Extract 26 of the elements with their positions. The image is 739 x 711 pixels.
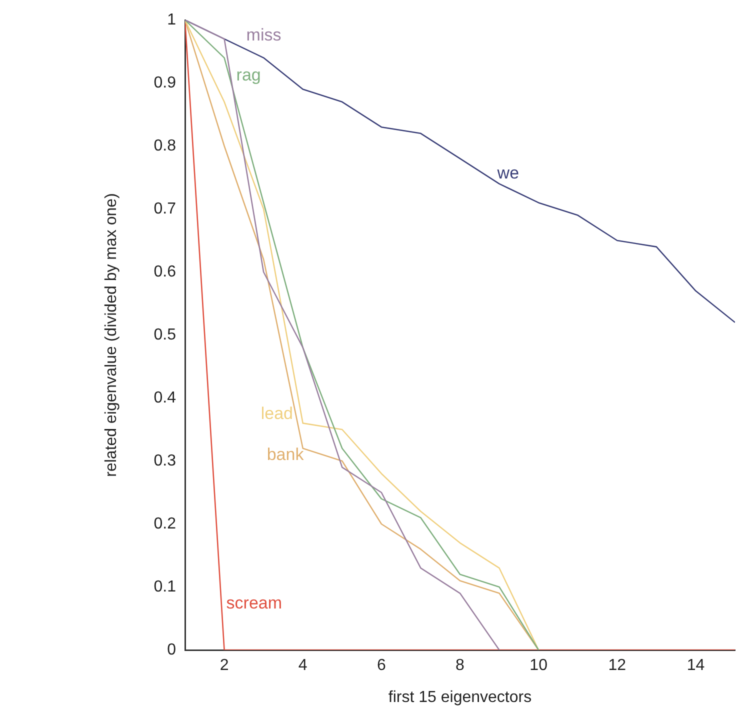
series-label: scream — [226, 594, 282, 613]
y-tick-label: 0.3 — [154, 452, 176, 470]
series-label: lead — [260, 404, 293, 423]
y-tick-label: 1 — [167, 11, 176, 28]
x-axis-title: first 15 eigenvectors — [388, 688, 532, 706]
series-label: we — [496, 163, 520, 182]
y-tick-label: 0.7 — [154, 200, 176, 218]
series-label: rag — [236, 65, 261, 84]
x-tick-label: 8 — [456, 657, 465, 674]
y-axis-title: related eigenvalue (divided by max one) — [103, 193, 120, 477]
x-tick-label: 2 — [220, 657, 229, 674]
y-tick-label: 0.4 — [154, 389, 176, 406]
y-tick-label: 0.9 — [154, 74, 176, 92]
y-tick-label: 0.2 — [154, 515, 176, 532]
y-tick-label: 0.5 — [154, 326, 176, 344]
y-tick-label: 0.1 — [154, 578, 176, 596]
x-tick-label: 6 — [376, 657, 386, 674]
x-tick-label: 10 — [530, 657, 548, 674]
y-tick-label: 0.6 — [154, 263, 176, 280]
y-tick-label: 0.8 — [154, 137, 176, 154]
series-label: bank — [266, 445, 304, 464]
x-tick-label: 14 — [686, 657, 705, 674]
x-tick-label: 12 — [608, 657, 626, 674]
x-tick-label: 4 — [298, 657, 308, 674]
y-tick-label: 0 — [167, 641, 176, 658]
series-label: miss — [246, 26, 282, 45]
